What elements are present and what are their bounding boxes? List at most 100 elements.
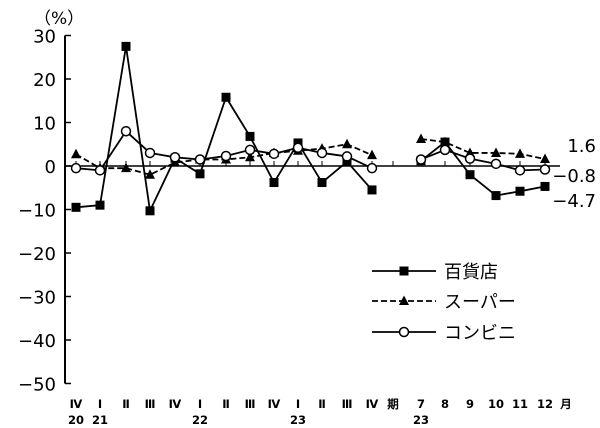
data-point [317,178,327,188]
x-tick-label: 10 [488,397,504,411]
y-axis: 30 20 10 0 −10 −20 −30 −40 −50 [18,27,71,396]
x-tick-label: Ⅱ [318,397,326,411]
series-3 [70,125,551,176]
x-tick-label: Ⅱ [222,397,230,411]
data-point [367,149,377,160]
x-tick-label: Ⅰ [296,397,300,411]
data-point [292,142,304,153]
data-point [94,165,106,176]
data-point [367,185,377,195]
series-1 [71,41,550,216]
y-tick-label: −20 [18,244,56,265]
legend-label: 百貨店 [444,262,498,283]
y-tick-label: 30 [33,27,56,48]
x-tick-label: Ⅳ [169,397,182,411]
series-line [75,129,373,172]
data-point [144,147,156,159]
legend-label: スーパー [444,292,516,313]
data-point [366,162,378,174]
data-point [514,165,526,176]
x-tick-label: 12 [537,397,553,411]
x-tick-label: Ⅲ [145,397,156,411]
x-tick-label: Ⅳ [268,397,281,411]
data-point [121,41,131,51]
data-point [540,153,550,164]
data-point [316,147,328,159]
data-point [440,136,450,147]
data-point [491,191,501,201]
legend-marker [398,326,410,338]
x-tick-label: Ⅲ [342,397,353,411]
x-year-label: 21 [92,413,108,427]
data-point [195,169,205,179]
data-point [439,144,451,156]
end-value-label: −0.8 [552,166,596,187]
legend-marker [399,266,409,276]
y-tick-label: 10 [33,114,56,135]
x-year-label: 20 [68,413,84,427]
data-point [121,162,131,173]
y-tick-label: −50 [18,375,56,396]
data-point [490,158,502,170]
data-point [244,144,256,156]
data-point [491,147,501,157]
x-tick-label: 11 [512,397,528,411]
x-tick-label: 月 [559,397,572,411]
data-point [269,178,279,188]
data-point [464,153,476,164]
end-labels: 1.6 −0.8 −4.7 [552,136,596,212]
data-point [539,164,551,175]
data-point [120,125,132,137]
data-point [169,152,181,163]
data-point [221,92,231,102]
data-point [341,151,353,162]
y-tick-label: 0 [45,157,56,178]
y-tick-label: −10 [18,201,56,222]
data-point [415,154,427,165]
y-tick-label: −40 [18,331,56,352]
legend-marker [399,295,409,305]
data-point [220,150,232,162]
data-point [416,133,426,144]
data-point [342,138,352,149]
data-point [268,148,280,160]
data-point [465,170,475,180]
data-point [145,169,155,179]
unit-label: （%） [34,9,84,29]
x-tick-label: Ⅰ [198,397,202,411]
series-line [75,46,373,214]
y-tick-label: −30 [18,288,56,309]
y-tick-label: 20 [33,70,56,91]
series-line [420,140,546,197]
data-point [71,202,81,212]
x-tick-label: Ⅰ [98,397,102,411]
series-line [420,138,546,160]
x-tick-label: Ⅳ [366,397,379,411]
data-point [95,200,105,210]
x-tick-label: Ⅱ [122,397,130,411]
data-point [540,181,550,191]
x-tick-label: Ⅲ [245,397,256,411]
data-point [245,151,255,162]
x-axis: Ⅳ Ⅰ Ⅱ Ⅲ Ⅳ Ⅰ Ⅱ Ⅲ Ⅳ Ⅰ Ⅱ Ⅲ Ⅳ 期 7 8 9 10 11 12 月20 21 22 23 23 [65,161,572,427]
data-point [194,154,206,165]
data-point [515,186,525,196]
data-point [245,131,255,141]
x-tick-label: 期 [387,397,399,411]
data-point [515,148,525,158]
x-tick-label: 8 [441,397,449,411]
x-tick-label: Ⅳ [70,397,83,411]
data-point [70,162,82,174]
x-tick-label: 9 [466,397,474,411]
series-layer [70,41,551,216]
end-value-label: 1.6 [567,136,596,157]
legend-label: コンビニ [444,323,516,344]
end-value-label: −4.7 [552,191,596,212]
data-point [145,206,155,216]
x-year-label: 23 [290,413,306,427]
x-year-label: 23 [413,413,429,427]
x-year-label: 22 [192,413,208,427]
x-tick-label: 7 [417,397,425,411]
